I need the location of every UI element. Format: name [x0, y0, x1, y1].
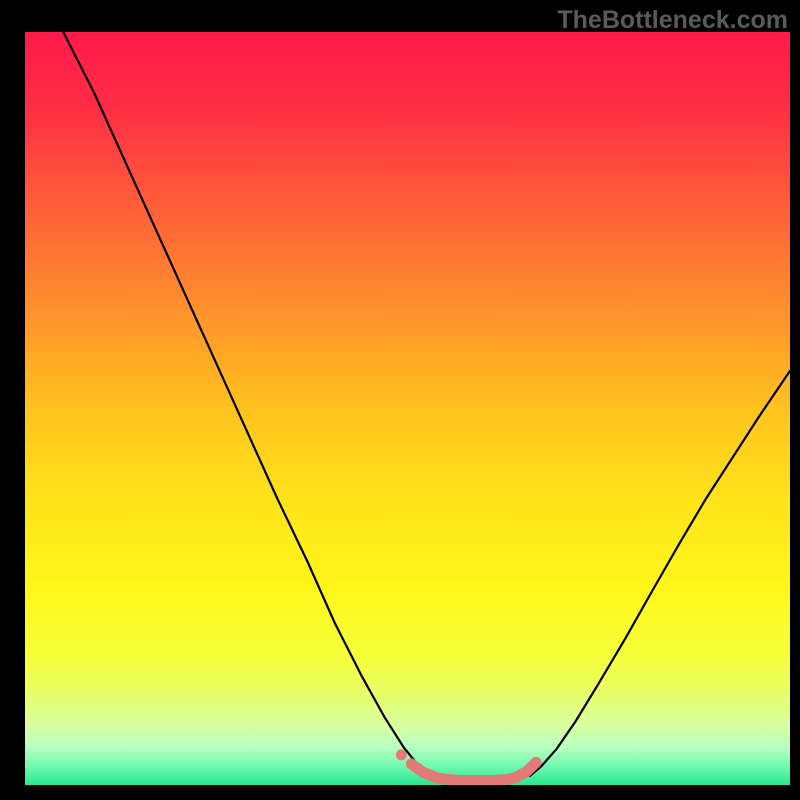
plot-area — [25, 32, 790, 785]
bottom-sweet-spot-dot — [396, 749, 407, 760]
watermark-text: TheBottleneck.com — [557, 6, 788, 35]
gradient-background — [25, 32, 790, 785]
chart-frame: TheBottleneck.com — [0, 0, 800, 800]
chart-svg — [25, 32, 790, 785]
